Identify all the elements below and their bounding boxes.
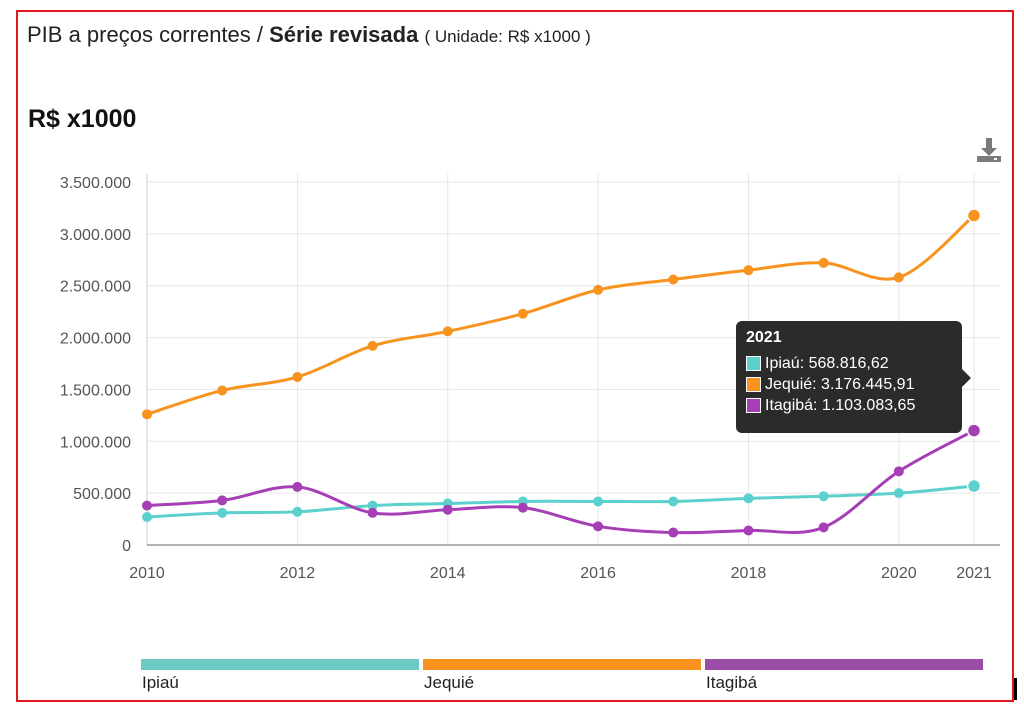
- data-point-ipiau: [367, 500, 378, 511]
- chart-title: PIB a preços correntes / Série revisada …: [27, 22, 591, 48]
- data-point-ipiau: [668, 496, 679, 507]
- y-tick-label: 3.500.000: [60, 175, 131, 192]
- tooltip-row-itagiba: Itagibá: 1.103.083,65: [746, 395, 952, 416]
- download-icon[interactable]: [975, 136, 1003, 164]
- data-point-itagiba: [966, 423, 982, 438]
- x-tick-label: 2010: [129, 565, 165, 582]
- data-point-jequie: [367, 340, 378, 351]
- tooltip-row-ipiau: Ipiaú: 568.816,62: [746, 353, 952, 374]
- data-point-jequie: [743, 265, 754, 276]
- y-tick-label: 2.000.000: [60, 331, 131, 348]
- tooltip-text: Jequié: 3.176.445,91: [765, 375, 915, 393]
- y-tick-label: 2.500.000: [60, 279, 131, 296]
- legend-label: Itagibá: [706, 673, 758, 692]
- x-tick-label: 2018: [731, 565, 767, 582]
- x-tick-label: 2016: [580, 565, 616, 582]
- data-point-ipiau: [743, 493, 754, 504]
- data-point-itagiba: [818, 522, 829, 533]
- data-point-jequie: [966, 208, 982, 223]
- title-prefix: PIB a preços correntes /: [27, 22, 270, 47]
- tooltip-row-jequie: Jequié: 3.176.445,91: [746, 374, 952, 395]
- data-point-itagiba: [217, 495, 228, 506]
- x-tick-label: 2014: [430, 565, 466, 582]
- legend-item-itagiba[interactable]: Itagibá: [705, 659, 987, 699]
- data-point-jequie: [292, 371, 303, 382]
- data-point-ipiau: [966, 478, 982, 494]
- x-tick-label: 2020: [881, 565, 917, 582]
- title-bold: Série revisada: [269, 22, 419, 47]
- data-point-itagiba: [743, 525, 754, 536]
- tooltip-text: Ipiaú: 568.816,62: [765, 354, 889, 372]
- tooltip-swatch: [746, 377, 761, 392]
- data-point-itagiba: [292, 481, 303, 492]
- y-tick-label: 0: [122, 538, 131, 555]
- legend-item-jequie[interactable]: Jequié: [423, 659, 705, 699]
- data-point-jequie: [893, 272, 904, 283]
- data-point-jequie: [593, 284, 604, 295]
- legend: Ipiaú Jequié Itagibá: [141, 659, 987, 699]
- data-point-jequie: [668, 274, 679, 285]
- data-point-itagiba: [517, 502, 528, 513]
- legend-color-bar: [705, 659, 983, 670]
- data-point-ipiau: [893, 488, 904, 499]
- y-tick-label: 1.500.000: [60, 382, 131, 399]
- edge-marker: [1014, 678, 1017, 700]
- series-line-ipiau: [146, 484, 975, 519]
- y-tick-label: 1.000.000: [60, 434, 131, 451]
- data-point-ipiau: [593, 496, 604, 507]
- data-point-ipiau: [292, 506, 303, 517]
- y-tick-label: 3.000.000: [60, 227, 131, 244]
- data-point-jequie: [517, 308, 528, 319]
- tooltip-title: 2021: [746, 329, 782, 346]
- legend-label: Jequié: [424, 673, 475, 692]
- legend-color-bar: [141, 659, 419, 670]
- legend-color-bar: [423, 659, 701, 670]
- data-point-itagiba: [367, 507, 378, 518]
- data-point-ipiau: [142, 511, 152, 522]
- x-tick-label: 2012: [280, 565, 316, 582]
- data-point-itagiba: [593, 521, 604, 532]
- series-line-itagiba: [146, 429, 975, 535]
- tooltip: 2021 Ipiaú: 568.816,62 Jequié: 3.176.445…: [736, 321, 971, 433]
- unit-heading: R$ x1000: [28, 105, 137, 133]
- data-point-jequie: [217, 385, 228, 396]
- legend-label: Ipiaú: [142, 673, 179, 692]
- data-point-jequie: [142, 409, 152, 420]
- chart-frame: [16, 10, 1014, 702]
- data-point-itagiba: [893, 466, 904, 477]
- data-point-jequie: [818, 257, 829, 268]
- title-unit: ( Unidade: R$ x1000 ): [424, 27, 591, 46]
- legend-item-ipiau[interactable]: Ipiaú: [141, 659, 423, 699]
- x-tick-label: 2021: [956, 565, 992, 582]
- data-point-ipiau: [217, 507, 228, 518]
- y-tick-label: 500.000: [73, 486, 131, 503]
- data-point-ipiau: [818, 491, 829, 502]
- tooltip-text: Itagibá: 1.103.083,65: [765, 396, 916, 414]
- data-point-jequie: [442, 326, 453, 337]
- data-point-itagiba: [668, 527, 679, 538]
- data-point-itagiba: [442, 504, 453, 515]
- data-point-itagiba: [142, 500, 152, 511]
- tooltip-swatch: [746, 356, 761, 371]
- tooltip-swatch: [746, 398, 761, 413]
